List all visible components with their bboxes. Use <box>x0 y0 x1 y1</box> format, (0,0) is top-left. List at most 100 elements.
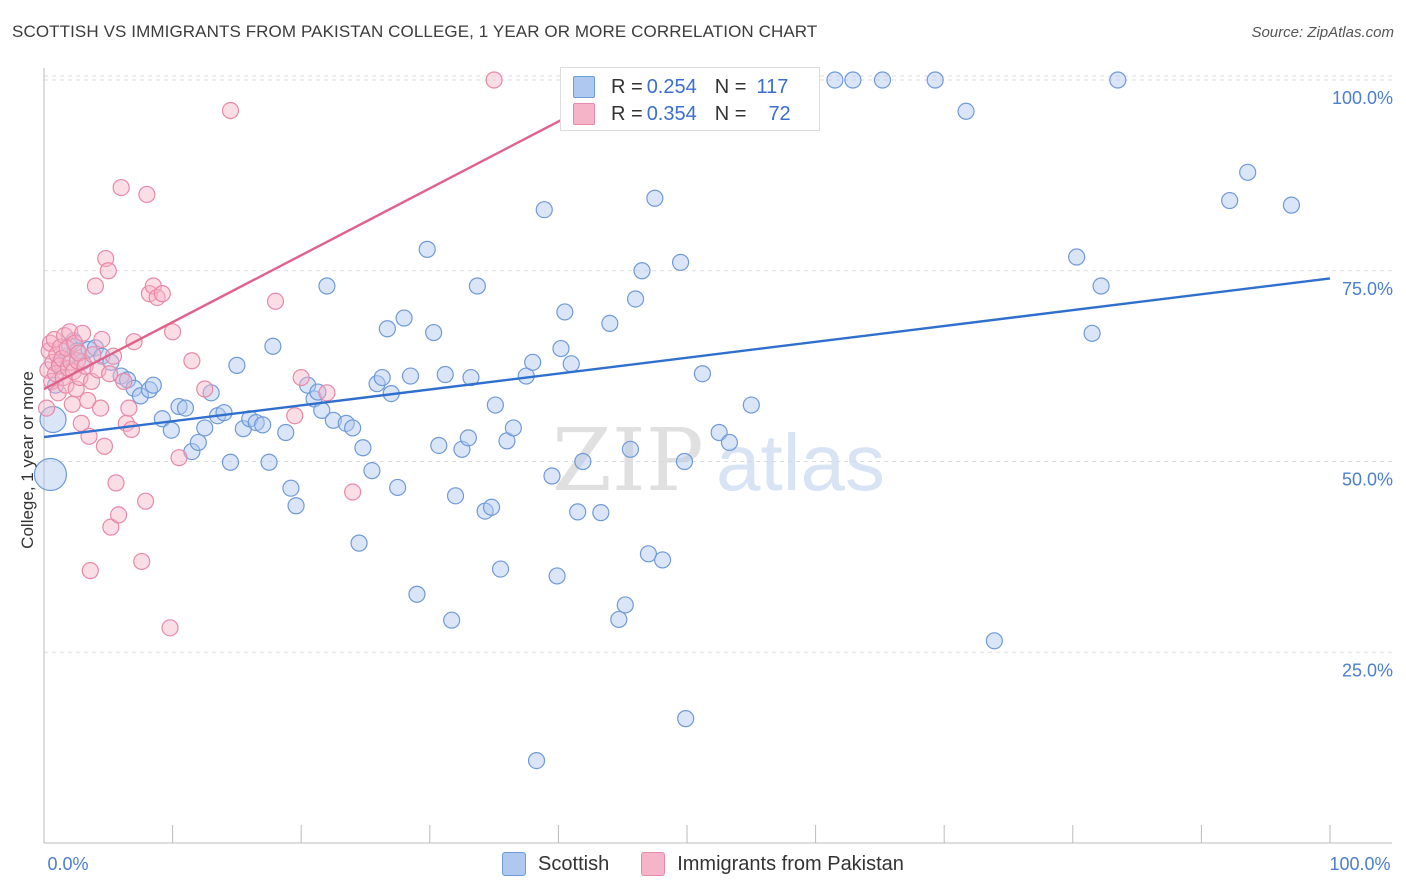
data-point <box>633 262 651 280</box>
data-point <box>491 560 510 578</box>
legend-n-value: 117 <box>756 75 789 98</box>
data-point <box>189 433 207 452</box>
data-point <box>646 189 664 207</box>
data-point <box>720 433 739 452</box>
data-point <box>677 710 695 728</box>
watermark: ZIP atlas <box>552 411 885 511</box>
trend-line-pakistan <box>43 117 566 391</box>
data-point <box>260 453 278 471</box>
data-point <box>616 596 634 614</box>
data-point <box>138 185 156 204</box>
y-axis-label: College, 1 year or more <box>18 371 37 549</box>
data-point <box>228 356 246 374</box>
data-point <box>425 323 443 342</box>
data-point <box>436 365 454 384</box>
data-point <box>344 483 362 501</box>
data-point <box>73 324 92 342</box>
data-point <box>556 303 574 321</box>
data-point <box>86 277 105 295</box>
data-point <box>621 440 640 458</box>
data-point <box>675 452 694 471</box>
data-point <box>389 478 407 497</box>
data-point <box>710 423 728 442</box>
y-tick-label: 25.0% <box>1342 660 1393 680</box>
data-point <box>324 411 342 429</box>
watermark-atlas: atlas <box>716 418 885 507</box>
data-point <box>1109 71 1127 89</box>
data-point <box>395 309 413 327</box>
tick-labels: 100.0% 75.0% 50.0% 25.0% 0.0% 100.0% <box>47 88 1393 874</box>
data-point <box>1282 196 1301 214</box>
data-point <box>363 462 381 480</box>
data-point <box>63 395 81 413</box>
y-tick-label: 50.0% <box>1342 470 1393 490</box>
data-point <box>486 396 504 414</box>
legend-r-label: R = <box>611 75 643 98</box>
legend-n-label: N = <box>714 75 747 98</box>
data-point <box>671 253 690 271</box>
chart-title: SCOTTISH VS IMMIGRANTS FROM PAKISTAN COL… <box>12 22 818 41</box>
data-point <box>309 383 327 401</box>
data-point <box>592 504 610 522</box>
data-point <box>264 337 282 355</box>
trend-lines <box>43 117 1331 439</box>
data-point <box>639 545 658 563</box>
legend-row-pakistan: R = 0.354 N = 72 <box>573 102 795 126</box>
grid-lines <box>44 75 1392 653</box>
data-point <box>221 453 240 471</box>
data-point <box>418 240 436 258</box>
data-point <box>552 339 570 358</box>
data-point <box>318 384 336 402</box>
data-point <box>574 452 592 471</box>
data-point <box>562 355 580 373</box>
data-point <box>1221 191 1239 210</box>
data-point <box>221 101 240 120</box>
legend-item-scottish[interactable]: Scottish <box>502 852 609 876</box>
data-point <box>91 399 110 417</box>
chart-source: Source: ZipAtlas.com <box>1251 24 1394 41</box>
stats-legend: R = 0.254 N = 117 R = 0.354 N = 72 <box>560 67 820 131</box>
legend-r-value: 0.354 <box>646 102 697 125</box>
data-point <box>408 585 426 603</box>
data-point <box>112 178 130 197</box>
data-point <box>136 492 155 510</box>
legend-label-scottish: Scottish <box>538 852 610 875</box>
data-point <box>354 439 372 457</box>
data-point <box>81 562 99 580</box>
series-pakistan-points <box>37 71 503 637</box>
data-point <box>183 352 201 370</box>
data-point <box>482 498 501 516</box>
data-point <box>122 420 141 439</box>
data-point <box>170 449 188 467</box>
data-point <box>215 404 233 422</box>
data-point <box>286 407 304 425</box>
legend-item-pakistan[interactable]: Immigrants from Pakistan <box>641 852 904 876</box>
data-point <box>626 290 645 308</box>
data-point <box>287 497 305 515</box>
data-point <box>548 567 566 585</box>
data-point <box>79 391 97 410</box>
data-point <box>601 314 619 332</box>
legend-r-value: 0.254 <box>646 75 697 98</box>
data-point <box>131 387 150 405</box>
data-point <box>373 368 391 387</box>
data-point <box>196 419 214 437</box>
watermark-zip: ZIP <box>552 411 704 511</box>
data-point <box>446 487 465 505</box>
data-point <box>1068 248 1086 266</box>
data-point <box>318 277 336 295</box>
data-point <box>873 71 892 89</box>
data-point <box>826 71 844 89</box>
data-point <box>926 71 944 89</box>
data-point <box>1239 163 1257 181</box>
data-point <box>37 399 56 417</box>
data-point <box>430 436 448 455</box>
data-point <box>524 353 542 371</box>
data-point <box>164 323 182 341</box>
data-point <box>653 551 672 569</box>
data-point <box>115 372 133 390</box>
x-tick-label: 0.0% <box>47 854 88 874</box>
data-point <box>504 419 522 437</box>
axes <box>43 68 1392 844</box>
data-point <box>1083 324 1101 342</box>
